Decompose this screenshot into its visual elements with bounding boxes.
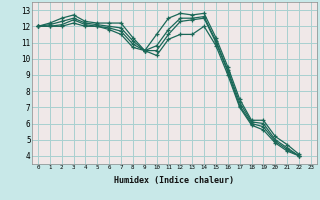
X-axis label: Humidex (Indice chaleur): Humidex (Indice chaleur): [115, 176, 234, 185]
